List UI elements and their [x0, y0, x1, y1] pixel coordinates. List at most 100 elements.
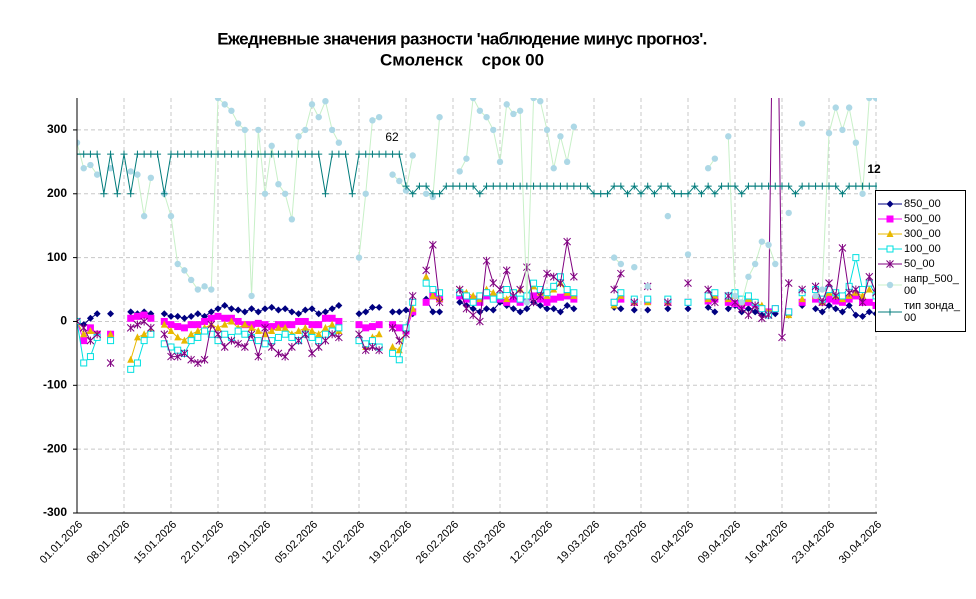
- legend-label: 300_00: [904, 228, 941, 240]
- data-point: [744, 311, 753, 320]
- data-point: [845, 104, 853, 111]
- data-point: [442, 182, 450, 190]
- data-point: [469, 182, 477, 190]
- data-point: [845, 282, 853, 290]
- data-point: [549, 272, 558, 281]
- data-point: [798, 298, 806, 306]
- data-point: [852, 311, 860, 319]
- data-point: [127, 365, 135, 373]
- data-point: [335, 324, 343, 332]
- legend-marker: [886, 281, 894, 289]
- data-point: [382, 150, 390, 158]
- data-point: [200, 355, 209, 364]
- data-point: [328, 150, 336, 158]
- data-point: [718, 182, 726, 190]
- data-point: [207, 308, 215, 316]
- data-point: [214, 150, 222, 158]
- data-point: [241, 126, 249, 134]
- data-point: [865, 272, 874, 281]
- legend-item: напр_500_00: [876, 273, 965, 297]
- data-point: [563, 182, 571, 190]
- data-point: [436, 113, 443, 121]
- data-point: [207, 150, 215, 158]
- data-point: [147, 314, 155, 322]
- data-point: [556, 273, 564, 281]
- data-point: [368, 150, 376, 158]
- data-point: [489, 288, 497, 296]
- data-point: [402, 306, 410, 314]
- data-point: [785, 182, 793, 190]
- data-point: [180, 314, 188, 322]
- data-point: [321, 336, 330, 345]
- data-point: [469, 98, 477, 102]
- data-point: [483, 305, 491, 313]
- data-point: [154, 150, 162, 158]
- data-point: [724, 182, 732, 190]
- data-point: [832, 305, 840, 313]
- data-point: [684, 298, 692, 306]
- data-point: [267, 343, 276, 351]
- data-point: [758, 305, 766, 313]
- data-point: [295, 150, 303, 158]
- data-point: [248, 305, 256, 313]
- legend-label: тип зонда_00: [904, 300, 960, 324]
- data-point: [812, 292, 819, 300]
- data-point: [872, 182, 877, 190]
- data-point: [214, 312, 222, 320]
- data-point: [133, 312, 141, 320]
- data-point: [315, 337, 323, 345]
- data-point: [845, 302, 853, 309]
- data-point: [456, 168, 463, 175]
- data-point: [201, 150, 209, 158]
- data-point: [207, 330, 215, 338]
- data-point: [241, 320, 249, 328]
- data-point: [819, 286, 826, 293]
- data-point: [194, 286, 202, 293]
- data-point: [516, 295, 524, 303]
- data-point: [167, 327, 175, 335]
- data-point: [362, 308, 370, 316]
- data-point: [818, 298, 827, 307]
- data-point: [362, 190, 369, 197]
- data-point: [86, 327, 94, 335]
- data-point: [859, 286, 867, 294]
- data-point: [328, 314, 336, 322]
- data-point: [368, 303, 376, 311]
- data-point: [261, 305, 269, 313]
- data-point: [610, 182, 618, 190]
- data-point: [556, 182, 564, 190]
- data-point: [429, 286, 437, 294]
- data-point: [858, 298, 867, 307]
- data-point: [106, 358, 115, 367]
- data-point: [798, 285, 806, 294]
- data-point: [395, 356, 403, 364]
- data-point: [489, 306, 497, 314]
- data-point: [274, 349, 283, 358]
- data-point: [408, 291, 417, 300]
- data-point: [765, 182, 773, 190]
- data-point: [482, 256, 491, 265]
- data-point: [86, 314, 94, 322]
- data-point: [563, 286, 571, 294]
- data-point: [140, 311, 148, 319]
- data-point: [617, 182, 625, 190]
- data-point: [838, 292, 846, 300]
- y-tick-label: -100: [43, 377, 67, 391]
- data-point: [617, 305, 625, 313]
- data-point: [711, 155, 719, 162]
- data-point: [77, 150, 81, 158]
- data-point: [859, 312, 867, 320]
- data-point: [241, 150, 249, 158]
- data-point: [503, 298, 511, 306]
- data-point: [321, 323, 329, 331]
- legend-label: 50_00: [904, 258, 935, 270]
- data-point: [543, 289, 551, 297]
- data-point: [107, 150, 115, 158]
- data-point: [812, 182, 820, 190]
- data-point: [80, 337, 88, 345]
- data-point: [724, 305, 732, 313]
- data-point: [254, 319, 262, 327]
- data-point: [798, 120, 806, 127]
- data-point: [852, 292, 860, 300]
- data-point: [563, 158, 571, 166]
